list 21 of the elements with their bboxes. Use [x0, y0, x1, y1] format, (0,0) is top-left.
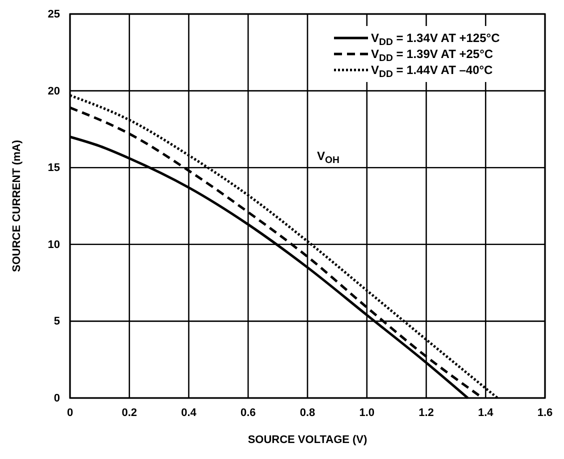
y-tick-label: 5 [54, 316, 60, 328]
x-tick-label: 1.0 [359, 406, 375, 419]
x-tick-label: 0.6 [240, 406, 256, 419]
x-tick-label: 1.2 [418, 406, 434, 419]
y-tick-label: 25 [48, 8, 60, 21]
x-axis-title: SOURCE VOLTAGE (V) [248, 434, 368, 446]
legend-label: V$_{DD}$ = 1.34V AT +125°C [371, 31, 500, 48]
x-tick-label: 0 [66, 406, 74, 419]
x-tick-label: 0.4 [181, 406, 198, 419]
x-tick-label: 0.8 [300, 406, 316, 419]
annotation: V$_{OH}$ [317, 148, 340, 166]
x-tick-label: 1.4 [478, 406, 494, 419]
y-tick-label: 0 [54, 392, 60, 405]
legend-label: V$_{DD}$ = 1.39V AT +25°C [371, 47, 494, 64]
legend-label: V$_{DD}$ = 1.44V AT –40°C [371, 63, 494, 80]
y-tick-label: 20 [48, 85, 60, 98]
y-axis-title: SOURCE CURRENT (mA) [11, 140, 23, 272]
y-tick-label: 10 [48, 238, 60, 251]
x-tick-label: 0.2 [122, 406, 138, 419]
y-tick-label: 15 [48, 162, 60, 174]
x-tick-label: 1.6 [537, 406, 553, 419]
